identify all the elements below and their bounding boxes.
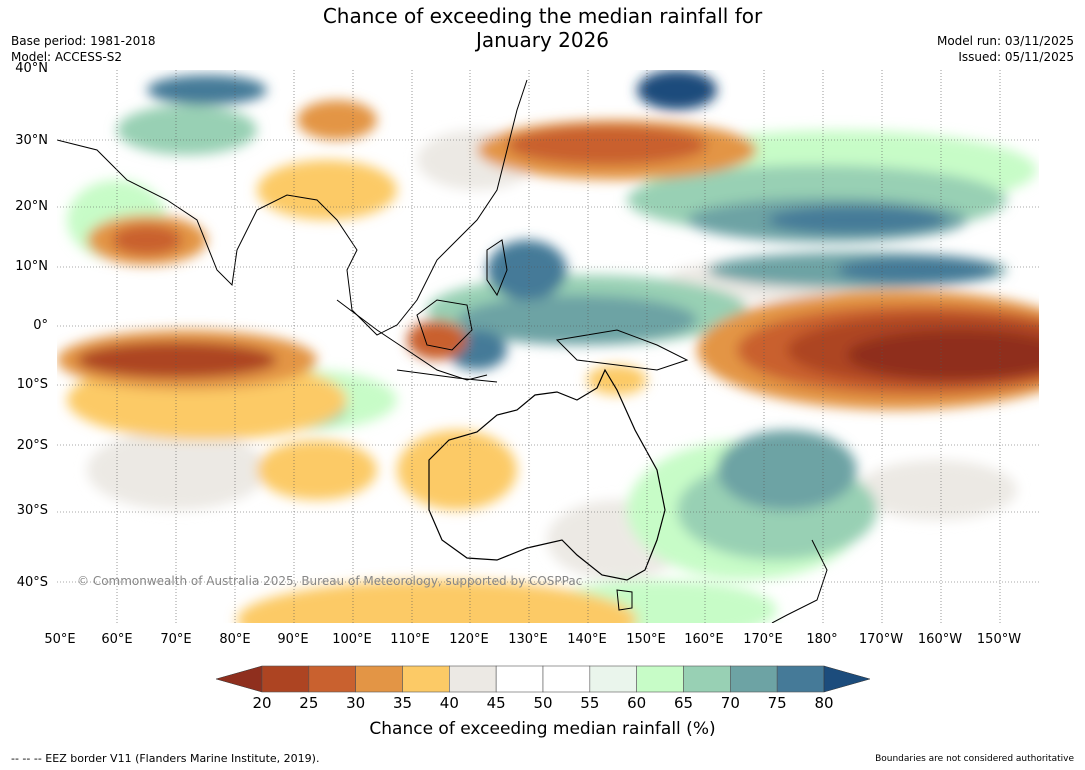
lon-label: 50°E	[44, 632, 76, 647]
colorbar-tick-label: 65	[673, 694, 694, 712]
colorbar-tick-label: 40	[439, 694, 459, 712]
colorbar-tick-label: 75	[767, 694, 787, 712]
colorbar-tick-label: 50	[533, 694, 553, 712]
colorbar-cell	[495, 665, 544, 693]
colorbar-tick-label: 20	[252, 694, 272, 712]
lon-label: 80°E	[219, 632, 251, 647]
colorbar-cell	[636, 665, 684, 693]
australia-outline	[428, 368, 666, 581]
colorbar-label: Chance of exceeding median rainfall (%)	[369, 719, 716, 739]
colorbar-cell	[355, 665, 403, 693]
lon-label: 120°E	[449, 632, 489, 647]
colorbar-tick-label: 70	[720, 694, 740, 712]
issued-date: Issued: 05/11/2025	[958, 50, 1074, 64]
base-period: Base period: 1981-2018	[11, 34, 156, 48]
title-line-2: January 2026	[475, 28, 610, 52]
colorbar-cells	[261, 665, 825, 693]
lon-label: 150°W	[976, 632, 1022, 647]
lon-label: 140°E	[567, 632, 607, 647]
colorbar-cell	[683, 665, 731, 693]
lon-label: 130°E	[508, 632, 548, 647]
colorbar-arrow-left	[216, 665, 263, 693]
colorbar-tick-label: 35	[392, 694, 413, 712]
new-zealand-outline	[771, 539, 828, 623]
lon-label: 100°E	[332, 632, 372, 647]
colorbar	[216, 665, 870, 693]
lat-label: 40°N	[15, 61, 48, 76]
colorbar-cell	[730, 665, 778, 693]
new-guinea-outline	[555, 329, 689, 371]
colorbar-tick-label: 25	[299, 694, 319, 712]
graticule	[57, 70, 1039, 623]
rainfall-field	[57, 70, 1039, 623]
colorbar-tick-label: 55	[580, 694, 600, 712]
title-line-1: Chance of exceeding the median rainfall …	[322, 4, 763, 28]
asia-coastline	[57, 79, 528, 336]
colorbar-arrow-right	[823, 665, 870, 693]
lat-label: 10°S	[16, 377, 48, 392]
colorbar-cell	[261, 665, 310, 693]
borneo-outline	[416, 299, 473, 351]
colorbar-tick-label: 60	[627, 694, 647, 712]
lat-label: 20°S	[16, 438, 48, 453]
lon-label: 110°E	[390, 632, 430, 647]
colorbar-cell	[308, 665, 356, 693]
meta-left: Base period: 1981-2018 Model: ACCESS-S2	[11, 33, 156, 65]
colorbar-cell	[542, 665, 591, 693]
lon-label: 170°E	[743, 632, 783, 647]
java-outline	[396, 369, 498, 383]
lat-label: 10°N	[15, 259, 48, 274]
lon-label: 170°W	[858, 632, 904, 647]
model-name: Model: ACCESS-S2	[11, 50, 123, 64]
lon-label: 90°E	[277, 632, 309, 647]
colorbar-cell	[402, 665, 450, 693]
lat-label: 30°S	[16, 503, 48, 518]
copyright-notice: © Commonwealth of Australia 2025, Bureau…	[77, 574, 583, 588]
meta-right: Model run: 03/11/2025 Issued: 05/11/2025	[937, 33, 1074, 65]
colorbar-cell	[776, 665, 825, 693]
colorbar-tick-label: 30	[346, 694, 366, 712]
eez-legend: -- -- -- EEZ border V11 (Flanders Marine…	[11, 752, 320, 765]
lon-label: 160°E	[684, 632, 724, 647]
colorbar-tick-label: 45	[486, 694, 506, 712]
lon-label: 70°E	[160, 632, 192, 647]
colorbar-tick-label: 80	[814, 694, 834, 712]
rainfall-map	[57, 70, 1039, 623]
boundaries-disclaimer: Boundaries are not considered authoritat…	[875, 754, 1074, 764]
philippines-outline	[486, 239, 508, 297]
lat-label: 0°	[33, 318, 48, 333]
lat-label: 20°N	[15, 199, 48, 214]
colorbar-cell	[449, 665, 497, 693]
lon-label: 60°E	[101, 632, 133, 647]
tasmania-outline	[616, 589, 633, 611]
lon-label: 150°E	[626, 632, 666, 647]
lat-label: 40°S	[16, 575, 48, 590]
map-title: Chance of exceeding the median rainfall …	[0, 4, 1085, 52]
model-run: Model run: 03/11/2025	[936, 34, 1074, 48]
lat-label: 30°N	[15, 133, 48, 148]
lon-label: 180°	[806, 632, 838, 647]
lon-label: 160°W	[917, 632, 963, 647]
colorbar-cell	[589, 665, 637, 693]
